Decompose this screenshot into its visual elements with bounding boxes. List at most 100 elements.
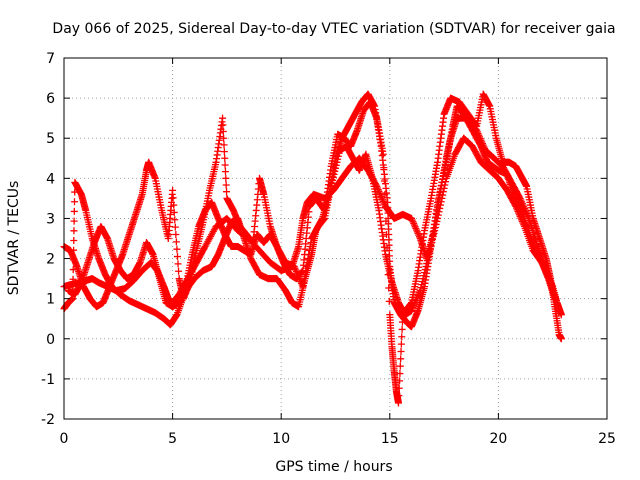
data-point-marker [220,134,228,142]
data-point-marker [442,178,450,186]
data-point-marker [414,292,422,300]
data-point-marker [293,269,301,277]
data-point-marker [409,218,417,226]
y-tick-label: 1 [46,292,55,308]
y-tick-label: 5 [46,131,55,147]
data-point-marker [410,302,418,310]
y-tick-label: -1 [41,372,55,388]
data-point-marker [438,194,446,202]
data-point-marker [219,121,227,129]
data-point-marker [518,199,526,207]
data-point-marker [333,158,341,166]
data-point-marker [518,198,526,206]
data-point-marker [517,196,525,204]
axis-ticks [63,57,608,420]
data-point-marker [383,230,391,238]
data-point-marker [408,307,416,315]
data-point-marker [424,254,432,262]
data-point-marker [551,295,559,303]
data-point-marker [409,303,417,311]
data-point-marker [169,194,177,202]
data-point-marker [175,267,183,275]
data-point-marker [427,242,435,250]
data-point-marker [219,114,227,122]
data-point-marker [397,340,405,348]
data-point-marker [327,182,335,190]
data-point-marker [172,230,180,238]
data-point-marker [410,300,418,308]
data-point-marker [174,260,182,268]
data-point-marker [522,208,530,216]
data-point-marker [395,392,403,400]
data-point-marker [222,174,230,182]
data-point-marker [305,251,313,259]
x-tick-label: 0 [60,431,69,447]
data-point-marker [432,220,440,228]
data-point-marker [408,216,416,224]
data-point-marker [515,211,523,219]
data-point-marker [520,204,528,212]
data-point-marker [303,263,311,271]
data-point-marker [294,271,302,279]
data-point-marker [376,189,384,197]
data-point-marker [523,211,531,219]
data-point-marker [408,214,416,222]
data-point-marker [512,202,520,210]
data-point-marker [418,278,426,286]
data-point-marker [380,177,388,185]
data-point-marker [220,148,228,156]
data-point-marker [396,362,404,370]
data-point-marker [408,305,416,313]
data-point-marker [517,214,525,222]
y-tick-labels: -2 -1 0 1 2 3 4 5 6 7 [41,51,55,428]
data-point-marker [380,199,388,207]
data-point-marker [292,268,300,276]
y-tick-label: -2 [41,412,55,428]
data-point-marker [417,284,425,292]
data-point-marker [290,263,298,271]
data-point-marker [398,325,406,333]
plot-frame [63,57,608,420]
data-point-marker [395,384,403,392]
x-tick-labels: 0 5 10 15 20 25 [60,431,616,447]
data-point-marker [170,208,178,216]
data-point-marker [413,228,421,236]
data-point-marker [302,267,310,275]
data-point-marker [394,399,402,407]
data-point-marker [516,212,524,220]
data-point-marker [171,223,179,231]
data-point-marker [423,260,431,268]
data-point-marker [305,247,313,255]
data-point-marker [514,207,522,215]
x-axis-label: GPS time / hours [275,459,392,475]
data-point-marker [413,295,421,303]
data-point-marker [70,227,78,235]
data-point-marker [169,186,177,194]
data-point-marker [416,287,424,295]
data-point-marker [200,244,208,252]
grid-lines [64,58,607,419]
data-point-marker [170,201,178,209]
data-point-marker [328,179,336,187]
data-point-marker [398,333,406,341]
data-point-marker [70,237,78,245]
data-point-marker [513,204,520,212]
data-point-marker [412,297,420,305]
y-tick-label: 7 [46,51,55,67]
data-point-marker [516,194,524,202]
data-point-marker [557,311,565,319]
data-point-marker [439,188,447,196]
data-point-marker [435,208,443,216]
data-point-marker [304,255,312,263]
data-point-marker [330,170,338,178]
y-tick-label: 2 [46,252,55,268]
x-tick-label: 20 [489,431,507,447]
data-point-marker [425,251,433,259]
data-point-marker [419,275,427,283]
data-point-marker [381,190,389,198]
y-tick-label: 0 [46,332,55,348]
data-point-marker [332,161,340,169]
data-point-marker [70,217,78,225]
data-point-marker [411,223,419,231]
